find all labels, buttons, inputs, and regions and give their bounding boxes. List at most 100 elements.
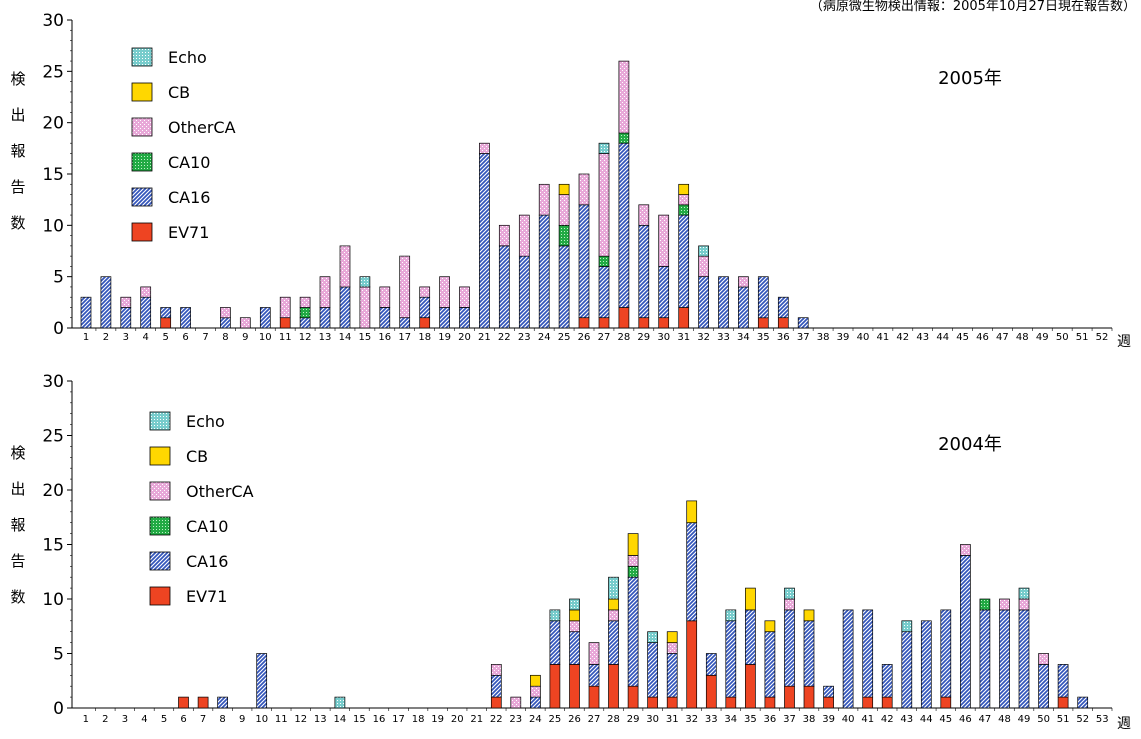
bars-2005 xyxy=(80,60,809,329)
x-tick-label: 2 xyxy=(102,714,108,725)
bar-segment-ca16 xyxy=(666,653,678,698)
y-axis-label-char: 出 xyxy=(10,480,25,498)
bar-segment-ca16 xyxy=(140,296,152,329)
x-tick-label: 22 xyxy=(490,714,503,725)
bar-segment-ca10 xyxy=(299,307,311,319)
legend-swatch-otherca xyxy=(149,481,171,501)
bar-segment-otherca xyxy=(999,598,1010,611)
y-axis-label-char: 報 xyxy=(10,516,25,534)
y-tick-label: 30 xyxy=(42,11,64,31)
x-tick-label: 47 xyxy=(996,332,1009,343)
bar-segment-ca16 xyxy=(379,307,391,329)
x-tick-label: 43 xyxy=(900,714,913,725)
x-tick-label: 13 xyxy=(314,714,327,725)
x-tick-label: 36 xyxy=(777,332,790,343)
x-tick-label: 46 xyxy=(959,714,972,725)
bar-segment-cb xyxy=(569,609,580,622)
bar-segment-ca16 xyxy=(686,522,698,622)
legend-swatch-ev71 xyxy=(131,222,153,242)
bar-segment-ca16 xyxy=(299,317,311,329)
y-ticks-2005: 0 5 10 15 20 25 30 xyxy=(42,11,72,339)
bar-segment-otherca xyxy=(558,194,570,226)
x-tick-label: 35 xyxy=(744,714,757,725)
bar-segment-ca10 xyxy=(979,598,991,611)
x-tick-label: 17 xyxy=(392,714,405,725)
legend-2004: Echo CB OtherCA CA10 CA16 EV71 xyxy=(149,411,254,606)
bar-segment-otherca xyxy=(359,286,371,329)
x-tick-label: 12 xyxy=(294,714,307,725)
legend-2005: Echo CB OtherCA CA10 CA16 EV71 xyxy=(131,47,236,242)
x-tick-label: 27 xyxy=(598,332,611,343)
bar-segment-echo xyxy=(698,245,709,257)
y-axis-label-char: 出 xyxy=(10,106,25,124)
x-tick-label: 10 xyxy=(255,714,268,725)
bar-segment-echo xyxy=(784,587,795,600)
bar-segment-otherca xyxy=(666,642,678,654)
bar-segment-ev71 xyxy=(618,307,630,329)
bar-segment-ca16 xyxy=(319,307,331,329)
legend-swatch-echo xyxy=(149,411,171,431)
x-tick-label: 41 xyxy=(861,714,874,725)
x-tick-label: 49 xyxy=(1036,332,1049,343)
bar-segment-ev71 xyxy=(178,696,189,709)
bar-segment-ca16 xyxy=(100,276,112,329)
bar-segment-otherca xyxy=(279,296,291,319)
bar-segment-ca16 xyxy=(558,245,570,329)
bar-segment-otherca xyxy=(459,286,470,308)
legend-label: CA10 xyxy=(186,517,228,536)
x-tick-label: 11 xyxy=(279,332,292,343)
bar-segment-ev71 xyxy=(777,317,789,329)
bar-segment-ev71 xyxy=(608,664,619,709)
x-tick-label: 42 xyxy=(896,332,909,343)
x-tick-label: 24 xyxy=(538,332,551,343)
bar-segment-cb xyxy=(666,631,678,643)
x-tick-label: 44 xyxy=(936,332,949,343)
bar-segment-otherca xyxy=(638,204,650,226)
x-tick-label: 26 xyxy=(568,714,581,725)
bar-segment-ca16 xyxy=(784,609,795,687)
bar-segment-ca16 xyxy=(725,620,737,698)
bar-segment-ca16 xyxy=(979,609,991,709)
x-tick-label: 47 xyxy=(979,714,992,725)
bar-segment-ca16 xyxy=(647,642,658,698)
legend-swatch-ca16 xyxy=(149,551,171,571)
y-axis-label-char: 数 xyxy=(10,588,25,606)
x-tick-label: 33 xyxy=(705,714,718,725)
bar-segment-ca16 xyxy=(738,286,749,329)
bar-segment-echo xyxy=(647,631,658,643)
x-tick-label: 17 xyxy=(398,332,411,343)
x-tick-label: 31 xyxy=(666,714,679,725)
bar-segment-ca16 xyxy=(718,276,729,329)
bar-segment-ca16 xyxy=(797,317,809,329)
bar-segment-otherca xyxy=(120,296,132,308)
bar-segment-otherca xyxy=(490,664,502,676)
bar-segment-ev71 xyxy=(823,696,834,709)
x-tick-label: 29 xyxy=(637,332,650,343)
x-ticks-2004: 1 2 3 4 5 6 7 8 9 10 11 12 13 14 15 16 17 18 19 20 21 22 23 24 2… xyxy=(83,708,1113,725)
bar-segment-ca16 xyxy=(901,631,913,709)
bar-segment-otherca xyxy=(538,183,550,216)
bar-segment-ca16 xyxy=(764,631,776,698)
x-axis-label-2005: 週 xyxy=(1117,334,1131,350)
bar-segment-ca16 xyxy=(578,204,590,319)
x-tick-label: 42 xyxy=(881,714,894,725)
y-tick-label: 30 xyxy=(42,372,64,392)
x-tick-label: 11 xyxy=(275,714,288,725)
bar-segment-ca16 xyxy=(439,307,450,329)
x-tick-label: 16 xyxy=(373,714,386,725)
x-tick-label: 31 xyxy=(677,332,690,343)
y-axis-label-2004: 検 出 報 告 数 xyxy=(10,444,25,606)
bar-segment-ca16 xyxy=(608,620,619,665)
bar-segment-ca16 xyxy=(1057,664,1069,698)
x-axis-label-2004: 週 xyxy=(1117,716,1131,732)
bar-segment-ev71 xyxy=(419,317,431,329)
x-ticks-2005: 1 2 3 4 5 6 7 8 9 10 11 12 13 14 15 16 17 18 19 20 21 22 23 24 2… xyxy=(83,328,1113,343)
bar-segment-ev71 xyxy=(678,307,690,329)
x-tick-label: 38 xyxy=(817,332,830,343)
y-axis-label-char: 報 xyxy=(10,142,25,160)
x-tick-label: 1 xyxy=(83,714,89,725)
legend-swatch-ev71 xyxy=(149,586,171,606)
x-tick-label: 39 xyxy=(822,714,835,725)
bar-segment-ev71 xyxy=(197,696,209,709)
x-tick-label: 10 xyxy=(259,332,272,343)
